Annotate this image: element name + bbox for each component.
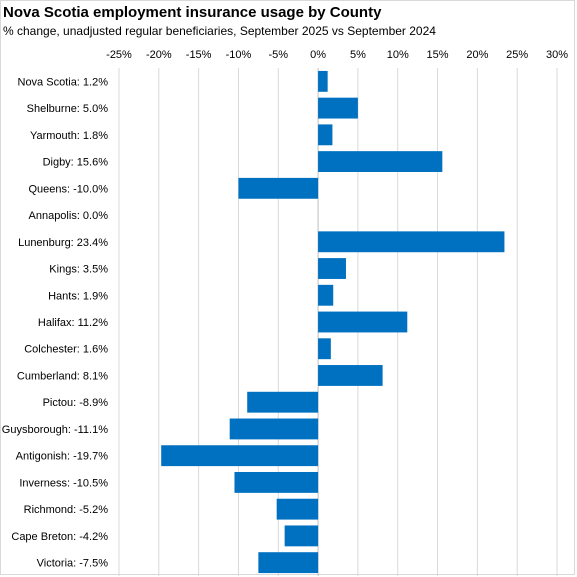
x-tick-label: 20% bbox=[466, 49, 488, 61]
category-label: Shelburne: 5.0% bbox=[27, 103, 109, 115]
bar bbox=[318, 70, 328, 92]
bar bbox=[258, 552, 319, 574]
x-tick-label: 30% bbox=[546, 49, 568, 61]
category-label: Digby: 15.6% bbox=[43, 157, 109, 169]
x-tick-label: -25% bbox=[106, 49, 132, 61]
category-label: Halifax: 11.2% bbox=[38, 317, 108, 329]
bar bbox=[318, 311, 408, 333]
bar bbox=[318, 365, 383, 386]
category-labels: Nova Scotia: 1.2% Shelburne: 5.0% Yarmouth… bbox=[2, 76, 108, 569]
category-label: Victoria: -7.5% bbox=[37, 558, 109, 570]
category-label: Kings: 3.5% bbox=[49, 264, 108, 276]
category-label: Richmond: -5.2% bbox=[24, 504, 109, 516]
bar bbox=[318, 124, 333, 146]
x-tick-label: 0% bbox=[310, 49, 326, 61]
category-label: Annapolis: 0.0% bbox=[29, 210, 109, 222]
category-label: Lunenburg: 23.4% bbox=[18, 237, 108, 249]
bar bbox=[238, 177, 319, 199]
category-label: Colchester: 1.6% bbox=[24, 344, 108, 356]
category-label: Cape Breton: -4.2% bbox=[11, 531, 108, 543]
category-label: Pictou: -8.9% bbox=[43, 397, 109, 409]
x-tick-label: 15% bbox=[427, 49, 449, 61]
bar bbox=[276, 498, 319, 520]
x-tick-label: 10% bbox=[387, 49, 409, 61]
bar bbox=[318, 284, 334, 306]
x-tick-label: 25% bbox=[506, 49, 528, 61]
chart-subtitle: % change, unadjusted regular beneficiari… bbox=[3, 24, 436, 38]
bars bbox=[161, 70, 505, 574]
bar bbox=[318, 338, 331, 360]
bar bbox=[318, 258, 346, 279]
category-label: Queens: -10.0% bbox=[29, 183, 109, 195]
x-tick-label: -20% bbox=[146, 49, 172, 61]
chart-title: Nova Scotia employment insurance usage b… bbox=[3, 4, 382, 21]
bar bbox=[229, 418, 319, 440]
bar bbox=[318, 231, 505, 253]
category-label: Antigonish: -19.7% bbox=[16, 451, 109, 463]
category-label: Guysborough: -11.1% bbox=[2, 424, 108, 436]
bar bbox=[318, 151, 443, 173]
x-tick-label: -10% bbox=[226, 49, 252, 61]
bar bbox=[234, 471, 319, 493]
bar bbox=[247, 391, 319, 413]
bar bbox=[318, 97, 358, 119]
category-label: Hants: 1.9% bbox=[48, 290, 108, 302]
x-tick-label: -5% bbox=[268, 49, 288, 61]
bar bbox=[161, 445, 319, 467]
x-axis-ticks: -25% -20% -15% -10% -5% 0% 5% 10% 15% 20% 25% 30% bbox=[106, 49, 568, 61]
category-label: Yarmouth: 1.8% bbox=[30, 130, 108, 142]
category-label: Nova Scotia: 1.2% bbox=[18, 76, 109, 88]
bar bbox=[284, 525, 319, 547]
x-tick-label: 5% bbox=[350, 49, 366, 61]
category-label: Inverness: -10.5% bbox=[19, 477, 108, 489]
category-label: Cumberland: 8.1% bbox=[17, 370, 108, 382]
x-tick-label: -15% bbox=[186, 49, 212, 61]
